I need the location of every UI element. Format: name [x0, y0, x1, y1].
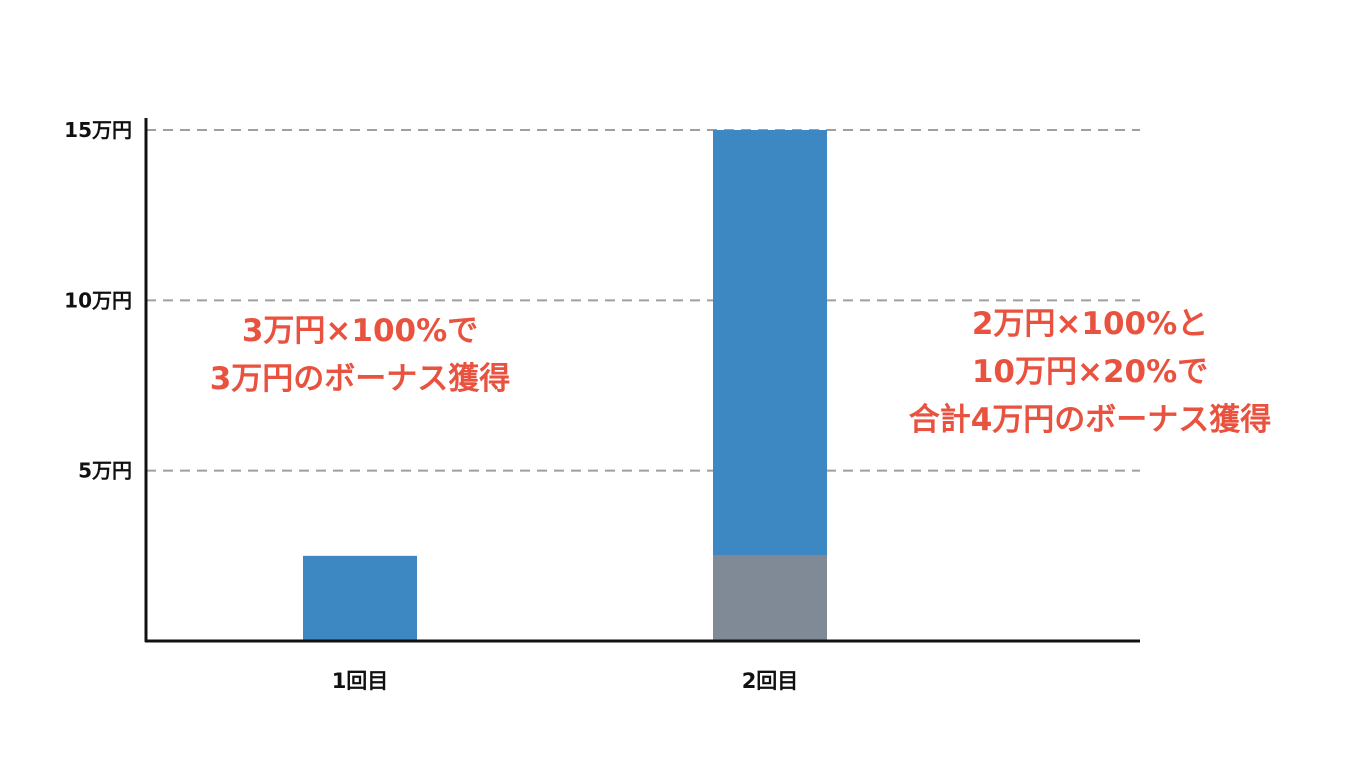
bar-segment	[713, 130, 827, 556]
annotation-line: 10万円×20%で	[971, 354, 1209, 390]
annotation-line: 3万円のボーナス獲得	[209, 361, 511, 397]
y-tick-label: 10万円	[64, 288, 132, 312]
annotation-round-2: 2万円×100%と 10万円×20%で 合計4万円のボーナス獲得	[840, 300, 1340, 444]
x-tick-label: 1回目	[332, 669, 389, 693]
annotation-round-1: 3万円×100%で 3万円のボーナス獲得	[150, 307, 570, 403]
bar-segment	[303, 555, 417, 641]
bar-segment	[713, 555, 827, 641]
annotation-line: 合計4万円のボーナス獲得	[908, 402, 1272, 438]
x-tick-label: 2回目	[742, 669, 799, 693]
y-tick-label: 15万円	[64, 118, 132, 142]
annotation-line: 3万円×100%で	[241, 313, 479, 349]
y-tick-label: 5万円	[78, 459, 132, 483]
annotation-line: 2万円×100%と	[971, 306, 1209, 342]
